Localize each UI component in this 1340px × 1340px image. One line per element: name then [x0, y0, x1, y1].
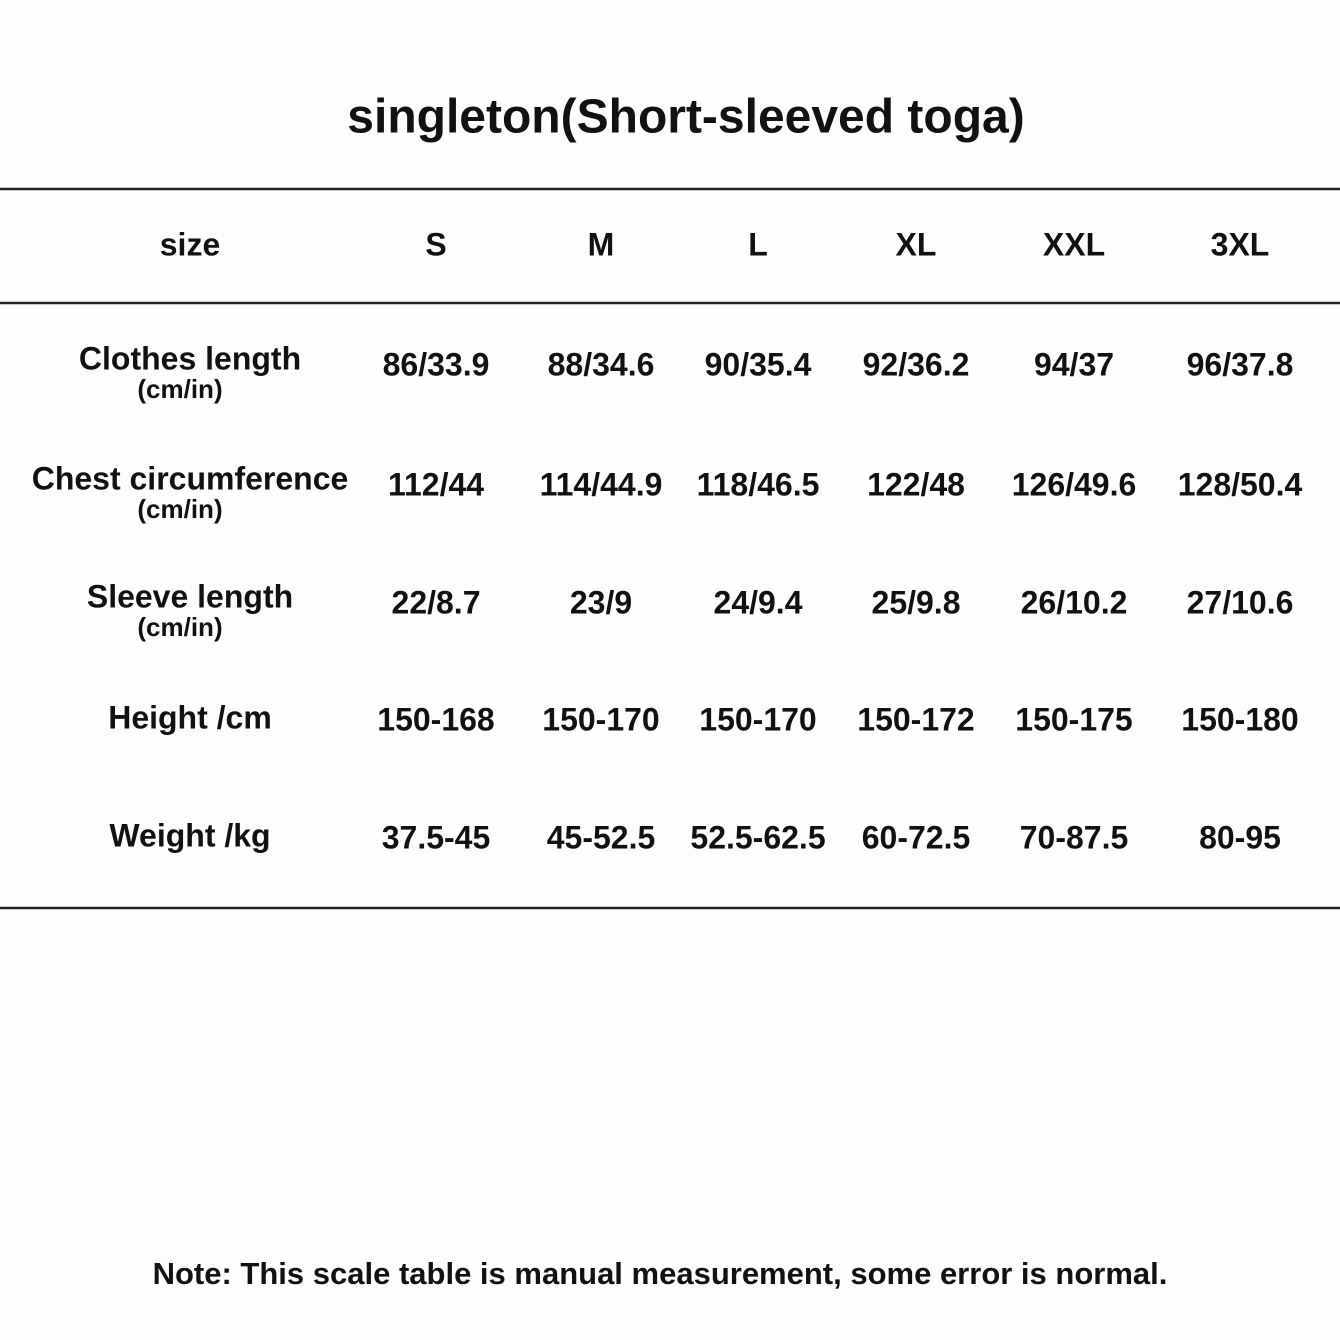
header-cell: XXL [1043, 226, 1105, 262]
cell: 128/50.4 [1178, 466, 1303, 502]
cell: 118/46.5 [697, 466, 820, 502]
cell: 88/34.6 [548, 346, 655, 382]
cell: 60-72.5 [862, 819, 971, 855]
header-cell: XL [896, 226, 937, 262]
header-cell: L [748, 226, 768, 262]
cell: 80-95 [1199, 819, 1281, 855]
cell: 23/9 [570, 584, 632, 620]
cell: 92/36.2 [863, 346, 970, 382]
header-cell: M [588, 226, 615, 262]
cell: 94/37 [1034, 346, 1114, 382]
cell: 96/37.8 [1187, 346, 1294, 382]
cell: 150-172 [857, 701, 974, 737]
row-sublabel: (cm/in) [137, 374, 222, 404]
cell: 150-170 [542, 701, 659, 737]
cell: 150-180 [1181, 701, 1298, 737]
cell: 52.5-62.5 [690, 819, 825, 855]
cell: 70-87.5 [1020, 819, 1129, 855]
cell: 112/44 [388, 466, 484, 502]
cell: 26/10.2 [1021, 584, 1128, 620]
cell: 25/9.8 [872, 584, 961, 620]
cell: 122/48 [867, 466, 965, 502]
cell: 22/8.7 [392, 584, 481, 620]
row-label: Weight /kg [109, 817, 270, 853]
header-cell: S [425, 226, 446, 262]
cell: 37.5-45 [382, 819, 491, 855]
header-cell: 3XL [1211, 226, 1270, 262]
row-label: Sleeve length [87, 578, 293, 614]
title: singleton(Short-sleeved toga) [347, 91, 1024, 144]
cell: 90/35.4 [705, 346, 812, 382]
cell: 150-170 [699, 701, 816, 737]
row-sublabel: (cm/in) [137, 612, 222, 642]
cell: 24/9.4 [714, 584, 803, 620]
cell: 86/33.9 [383, 346, 490, 382]
cell: 27/10.6 [1187, 584, 1294, 620]
cell: 114/44.9 [540, 466, 663, 502]
row-label: Clothes length [79, 340, 301, 376]
note: Note: This scale table is manual measure… [153, 1256, 1168, 1291]
row-sublabel: (cm/in) [137, 494, 222, 524]
row-label: Chest circumference [32, 460, 349, 496]
cell: 45-52.5 [547, 819, 656, 855]
row-label: Height /cm [108, 699, 272, 735]
header-cell: size [160, 226, 220, 262]
cell: 150-168 [377, 701, 494, 737]
cell: 126/49.6 [1012, 466, 1137, 502]
cell: 150-175 [1015, 701, 1132, 737]
